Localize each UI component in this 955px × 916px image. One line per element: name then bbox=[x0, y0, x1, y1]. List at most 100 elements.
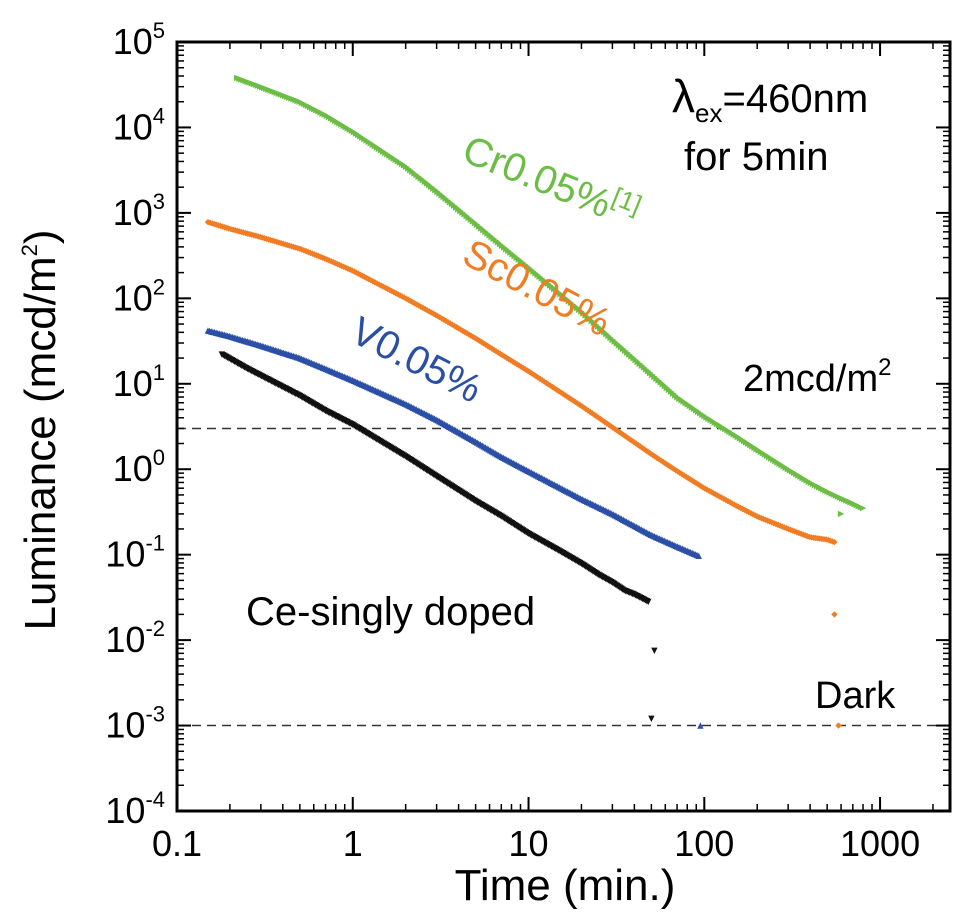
data-point bbox=[685, 474, 692, 482]
series-label-sc: Sc0.05% bbox=[456, 231, 618, 345]
data-point bbox=[647, 450, 654, 457]
series-label-cr: Cr0.05%[1] bbox=[457, 123, 646, 238]
data-point bbox=[513, 360, 521, 368]
data-point bbox=[859, 504, 867, 512]
x-tick-label: 1 bbox=[343, 823, 363, 864]
y-tick-label: 10-1 bbox=[105, 531, 165, 575]
data-point bbox=[620, 431, 627, 439]
x-tick-label: 10 bbox=[509, 823, 549, 864]
data-point-tail bbox=[837, 510, 845, 518]
data-point bbox=[697, 482, 704, 490]
data-point bbox=[657, 457, 665, 464]
x-tick-label: 1000 bbox=[840, 823, 920, 864]
excitation-duration-label: for 5min bbox=[684, 135, 829, 179]
x-tick-label: 0.1 bbox=[152, 823, 202, 864]
data-point bbox=[722, 496, 730, 504]
data-point bbox=[507, 357, 514, 364]
data-point bbox=[645, 449, 652, 456]
reference-lines bbox=[177, 427, 950, 727]
data-point bbox=[549, 383, 556, 391]
data-point bbox=[570, 397, 577, 404]
data-point bbox=[622, 433, 629, 440]
data-series bbox=[204, 74, 867, 729]
data-point bbox=[547, 382, 554, 389]
data-point bbox=[634, 441, 642, 449]
data-point bbox=[626, 436, 633, 443]
y-tick-label: 10-4 bbox=[105, 787, 165, 831]
y-tick-labels: 10-4 10-3 10-2 10-1 100 101 102 103 104 105 bbox=[105, 18, 165, 831]
data-point bbox=[509, 358, 517, 365]
data-point bbox=[536, 375, 544, 382]
data-point bbox=[559, 390, 567, 398]
data-point bbox=[672, 467, 679, 474]
series-2 bbox=[204, 327, 704, 729]
data-point bbox=[607, 423, 615, 430]
excitation-wavelength-label: λex=460nm bbox=[672, 70, 868, 128]
data-point bbox=[674, 468, 682, 475]
data-point bbox=[526, 368, 533, 376]
data-point bbox=[595, 414, 602, 421]
data-point bbox=[545, 381, 552, 388]
data-point bbox=[582, 405, 590, 413]
y-axis-title: Luminance (mcd/m2) bbox=[16, 229, 65, 630]
y-tick-label: 10-2 bbox=[105, 616, 165, 660]
data-point bbox=[695, 552, 702, 560]
series-label-ce: Ce-singly doped bbox=[246, 590, 535, 634]
data-point bbox=[699, 484, 707, 491]
data-point bbox=[522, 366, 529, 373]
data-point bbox=[712, 491, 719, 498]
y-tick-label: 100 bbox=[113, 445, 165, 489]
data-point bbox=[710, 489, 717, 497]
data-point bbox=[599, 417, 606, 424]
data-point-dark bbox=[697, 722, 704, 729]
x-tick-label: 100 bbox=[674, 823, 734, 864]
data-point bbox=[659, 458, 667, 466]
data-point bbox=[611, 425, 619, 433]
data-point bbox=[632, 440, 640, 447]
data-point bbox=[609, 424, 617, 431]
y-tick-label: 104 bbox=[113, 103, 165, 147]
data-point bbox=[532, 372, 540, 380]
axis-ticks bbox=[176, 41, 950, 812]
series-3 bbox=[218, 351, 658, 722]
data-point bbox=[534, 374, 542, 381]
data-point-tail bbox=[651, 647, 658, 654]
data-point bbox=[561, 392, 569, 399]
data-point bbox=[724, 497, 732, 505]
y-tick-label: 10-3 bbox=[105, 702, 165, 746]
data-point bbox=[557, 389, 565, 396]
data-point bbox=[551, 385, 558, 392]
data-point-tail bbox=[831, 611, 838, 618]
data-point bbox=[588, 410, 596, 417]
data-point bbox=[624, 434, 631, 442]
series-0 bbox=[233, 74, 867, 518]
plot-area-frame bbox=[175, 40, 952, 813]
series-label-v: V0.05% bbox=[344, 309, 489, 412]
threshold-label: 2mcd/m2 bbox=[743, 354, 892, 400]
x-tick-labels: 0.1 1 10 100 1000 bbox=[152, 823, 920, 864]
data-point bbox=[831, 538, 838, 546]
data-point bbox=[597, 415, 604, 423]
data-point-dark bbox=[835, 722, 842, 729]
data-point bbox=[576, 401, 583, 408]
y-tick-label: 105 bbox=[113, 18, 165, 62]
data-point bbox=[538, 376, 546, 384]
data-point bbox=[601, 418, 608, 426]
y-tick-label: 103 bbox=[113, 189, 165, 233]
data-point bbox=[572, 398, 579, 406]
y-tick-label: 102 bbox=[113, 274, 165, 318]
data-point bbox=[662, 460, 669, 467]
data-point bbox=[574, 400, 581, 407]
dark-label: Dark bbox=[815, 675, 896, 717]
data-point bbox=[651, 453, 659, 460]
data-point-dark bbox=[648, 715, 655, 722]
series-1 bbox=[204, 218, 842, 729]
data-point bbox=[520, 364, 527, 372]
data-point bbox=[687, 476, 694, 483]
x-axis-title: Time (min.) bbox=[455, 861, 676, 910]
data-point bbox=[584, 407, 592, 414]
data-point bbox=[645, 598, 652, 606]
data-point bbox=[586, 408, 594, 416]
y-tick-label: 101 bbox=[113, 360, 165, 404]
